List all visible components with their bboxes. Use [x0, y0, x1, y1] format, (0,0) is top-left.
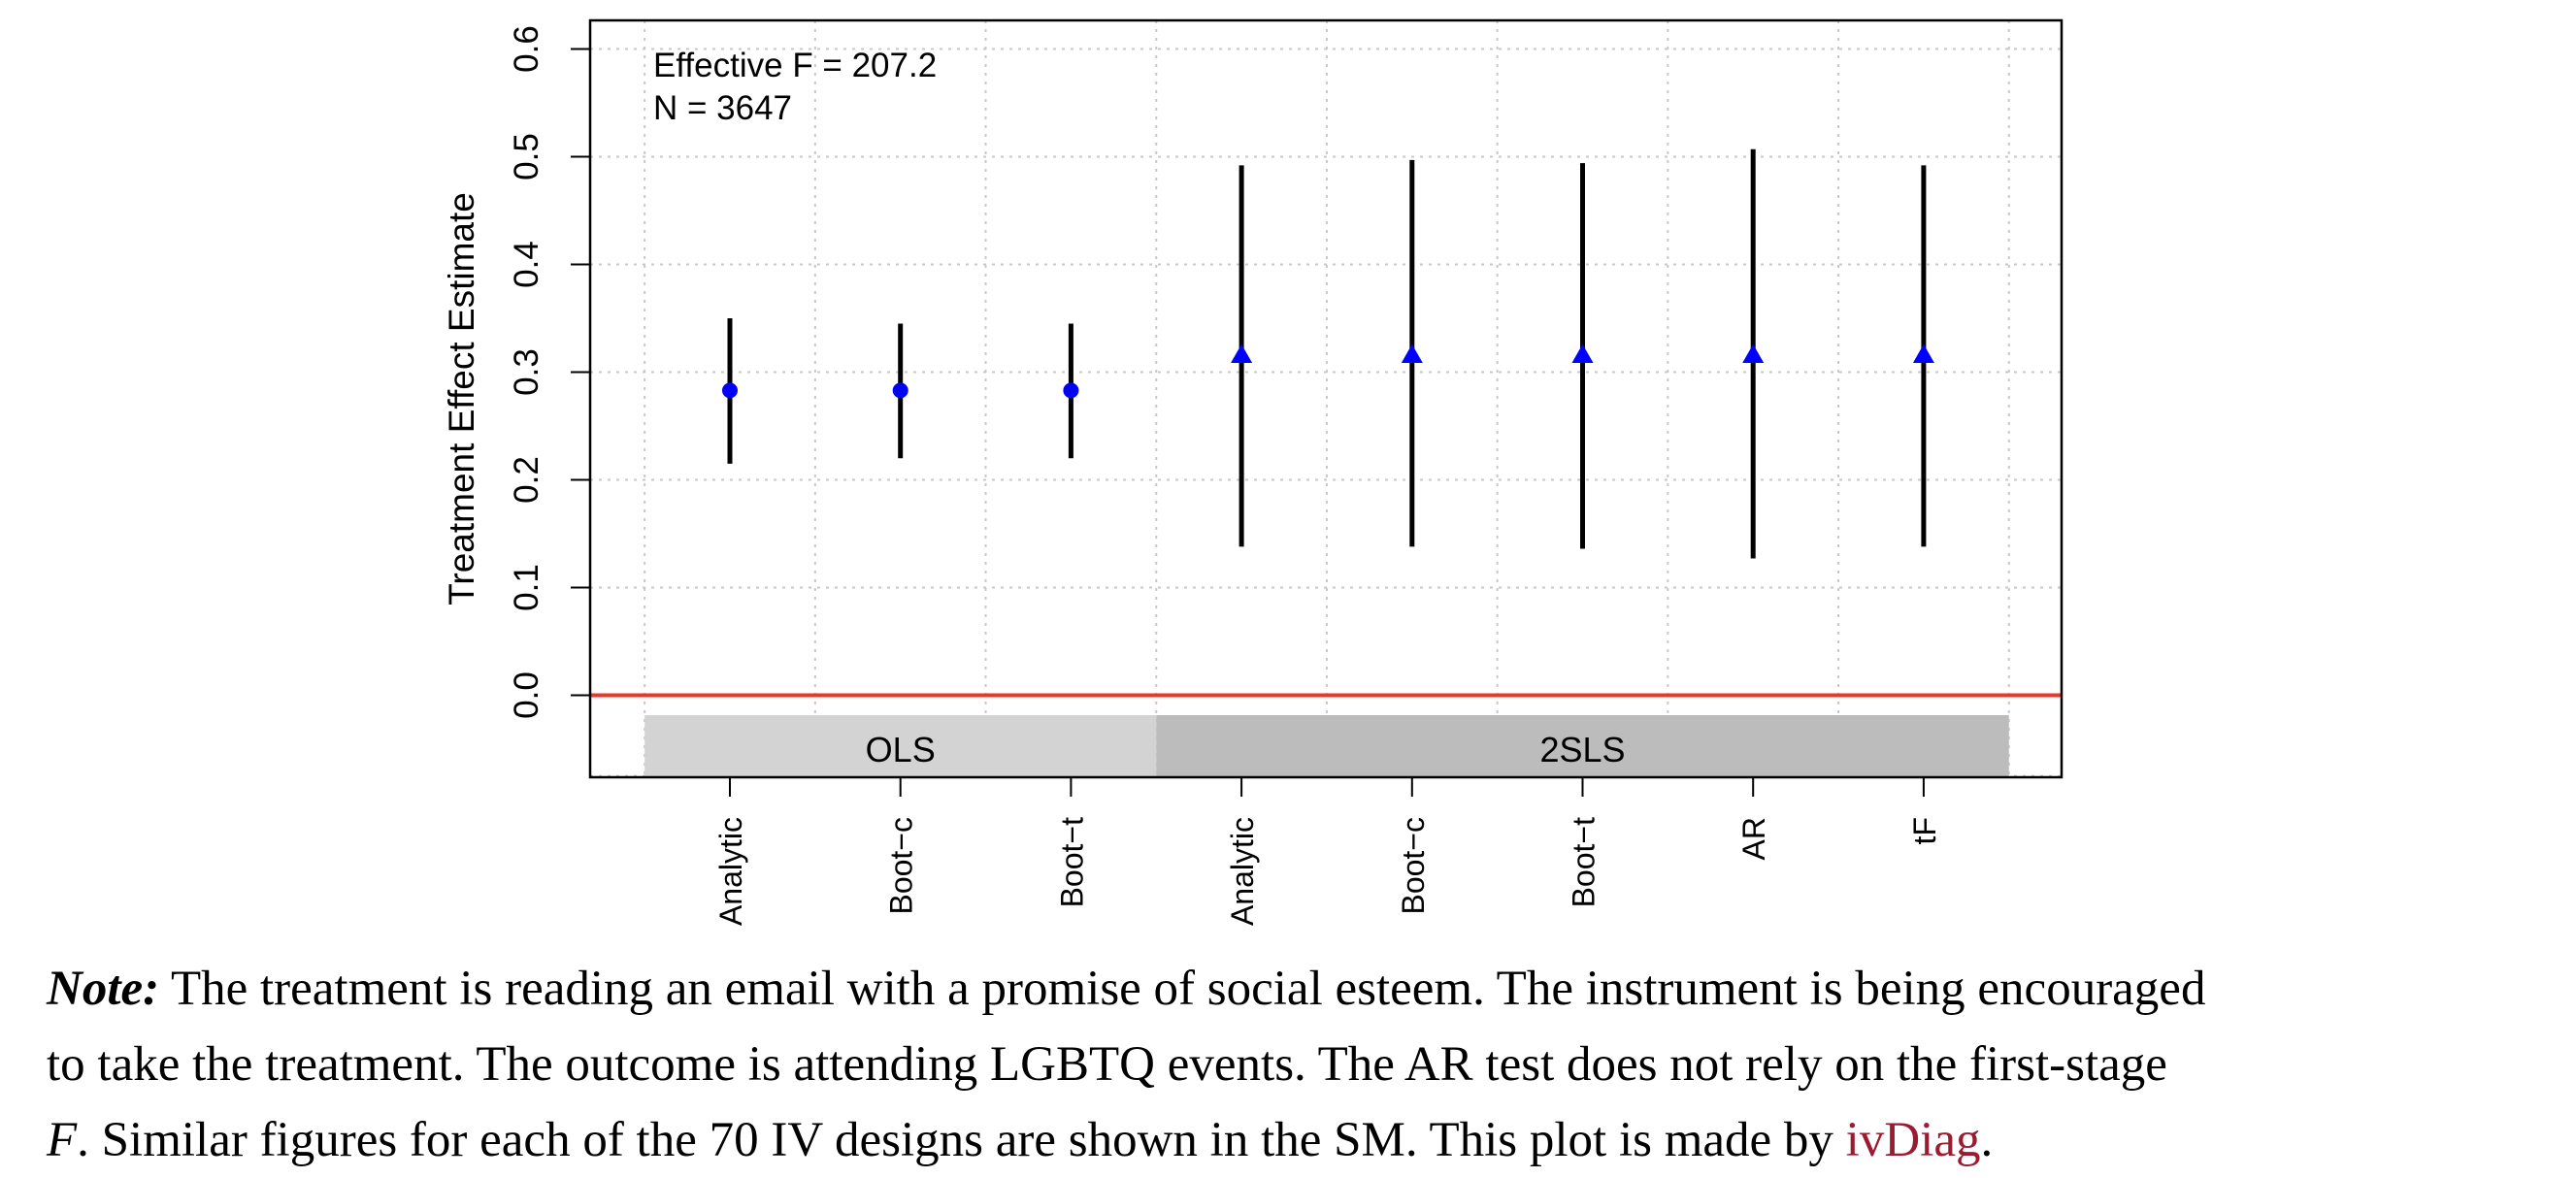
x-tick-label-7: tF [1907, 817, 1942, 844]
x-tick-label-6: AR [1736, 817, 1771, 860]
x-tick-label-2: Boot−t [1054, 817, 1089, 908]
y-tick-label-0: 0.0 [508, 671, 545, 719]
y-tick-label-4: 0.4 [508, 241, 545, 288]
y-tick-label-1: 0.1 [508, 564, 545, 611]
x-tick-label-1: Boot−c [884, 817, 919, 915]
point-estimate-2 [1063, 382, 1079, 399]
note-f-symbol: F [47, 1113, 78, 1167]
point-estimate-5 [1571, 344, 1594, 363]
chart: OLS 2SLS 0.0 0.1 0.2 0.3 0.4 0.5 0.6 Analytic Bo… [442, 18, 2064, 926]
point-estimate-4 [1401, 344, 1423, 363]
sample-size-annotation: N = 3647 [653, 89, 792, 127]
note-label: Note: [47, 962, 160, 1016]
group-label-ols: OLS [866, 730, 936, 769]
point-estimate-6 [1742, 344, 1765, 363]
x-tick-label-3: Analytic [1225, 817, 1260, 926]
y-tick-label-2: 0.2 [508, 456, 545, 504]
x-tick-label-4: Boot−c [1396, 817, 1431, 915]
figure-note: Note: The treatment is reading an email … [47, 951, 2531, 1178]
note-line-3: F. Similar figures for each of the 70 IV… [47, 1102, 2531, 1178]
y-axis-label: Treatment Effect Estimate [442, 192, 481, 605]
note-end: . [1980, 1113, 1994, 1167]
point-estimate-7 [1912, 344, 1934, 363]
x-axis-labels: Analytic Boot−c Boot−t Analytic Boot−c Boot−t… [713, 777, 1942, 926]
y-tick-label-3: 0.3 [508, 348, 545, 396]
group-band-2sls [1156, 715, 2009, 777]
estimate-marks [722, 148, 1934, 559]
plot-frame [588, 18, 2064, 779]
group-bands: OLS 2SLS [644, 715, 2009, 777]
note-line-2: to take the treatment. The outcome is at… [47, 1037, 2167, 1092]
point-estimate-1 [892, 382, 908, 399]
x-tick-label-5: Boot−t [1567, 817, 1602, 908]
y-tick-label-6: 0.6 [508, 25, 545, 73]
note-text-1: The treatment is reading an email with a… [170, 962, 2206, 1016]
grid-lines [590, 20, 2062, 777]
x-tick-label-0: Analytic [713, 817, 748, 926]
note-line-1: Note: The treatment is reading an email … [47, 951, 2531, 1027]
y-tick-label-5: 0.5 [508, 133, 545, 180]
ivdiag-link[interactable]: ivDiag [1845, 1113, 1981, 1167]
point-estimate-3 [1231, 344, 1253, 363]
point-estimate-0 [722, 382, 738, 399]
y-axis: 0.0 0.1 0.2 0.3 0.4 0.5 0.6 [508, 25, 590, 719]
effective-f-annotation: Effective F = 207.2 [653, 47, 937, 84]
group-label-2sls: 2SLS [1539, 730, 1625, 769]
group-band-ols [644, 715, 1157, 777]
note-text-3: . Similar figures for each of the 70 IV … [77, 1113, 1846, 1167]
